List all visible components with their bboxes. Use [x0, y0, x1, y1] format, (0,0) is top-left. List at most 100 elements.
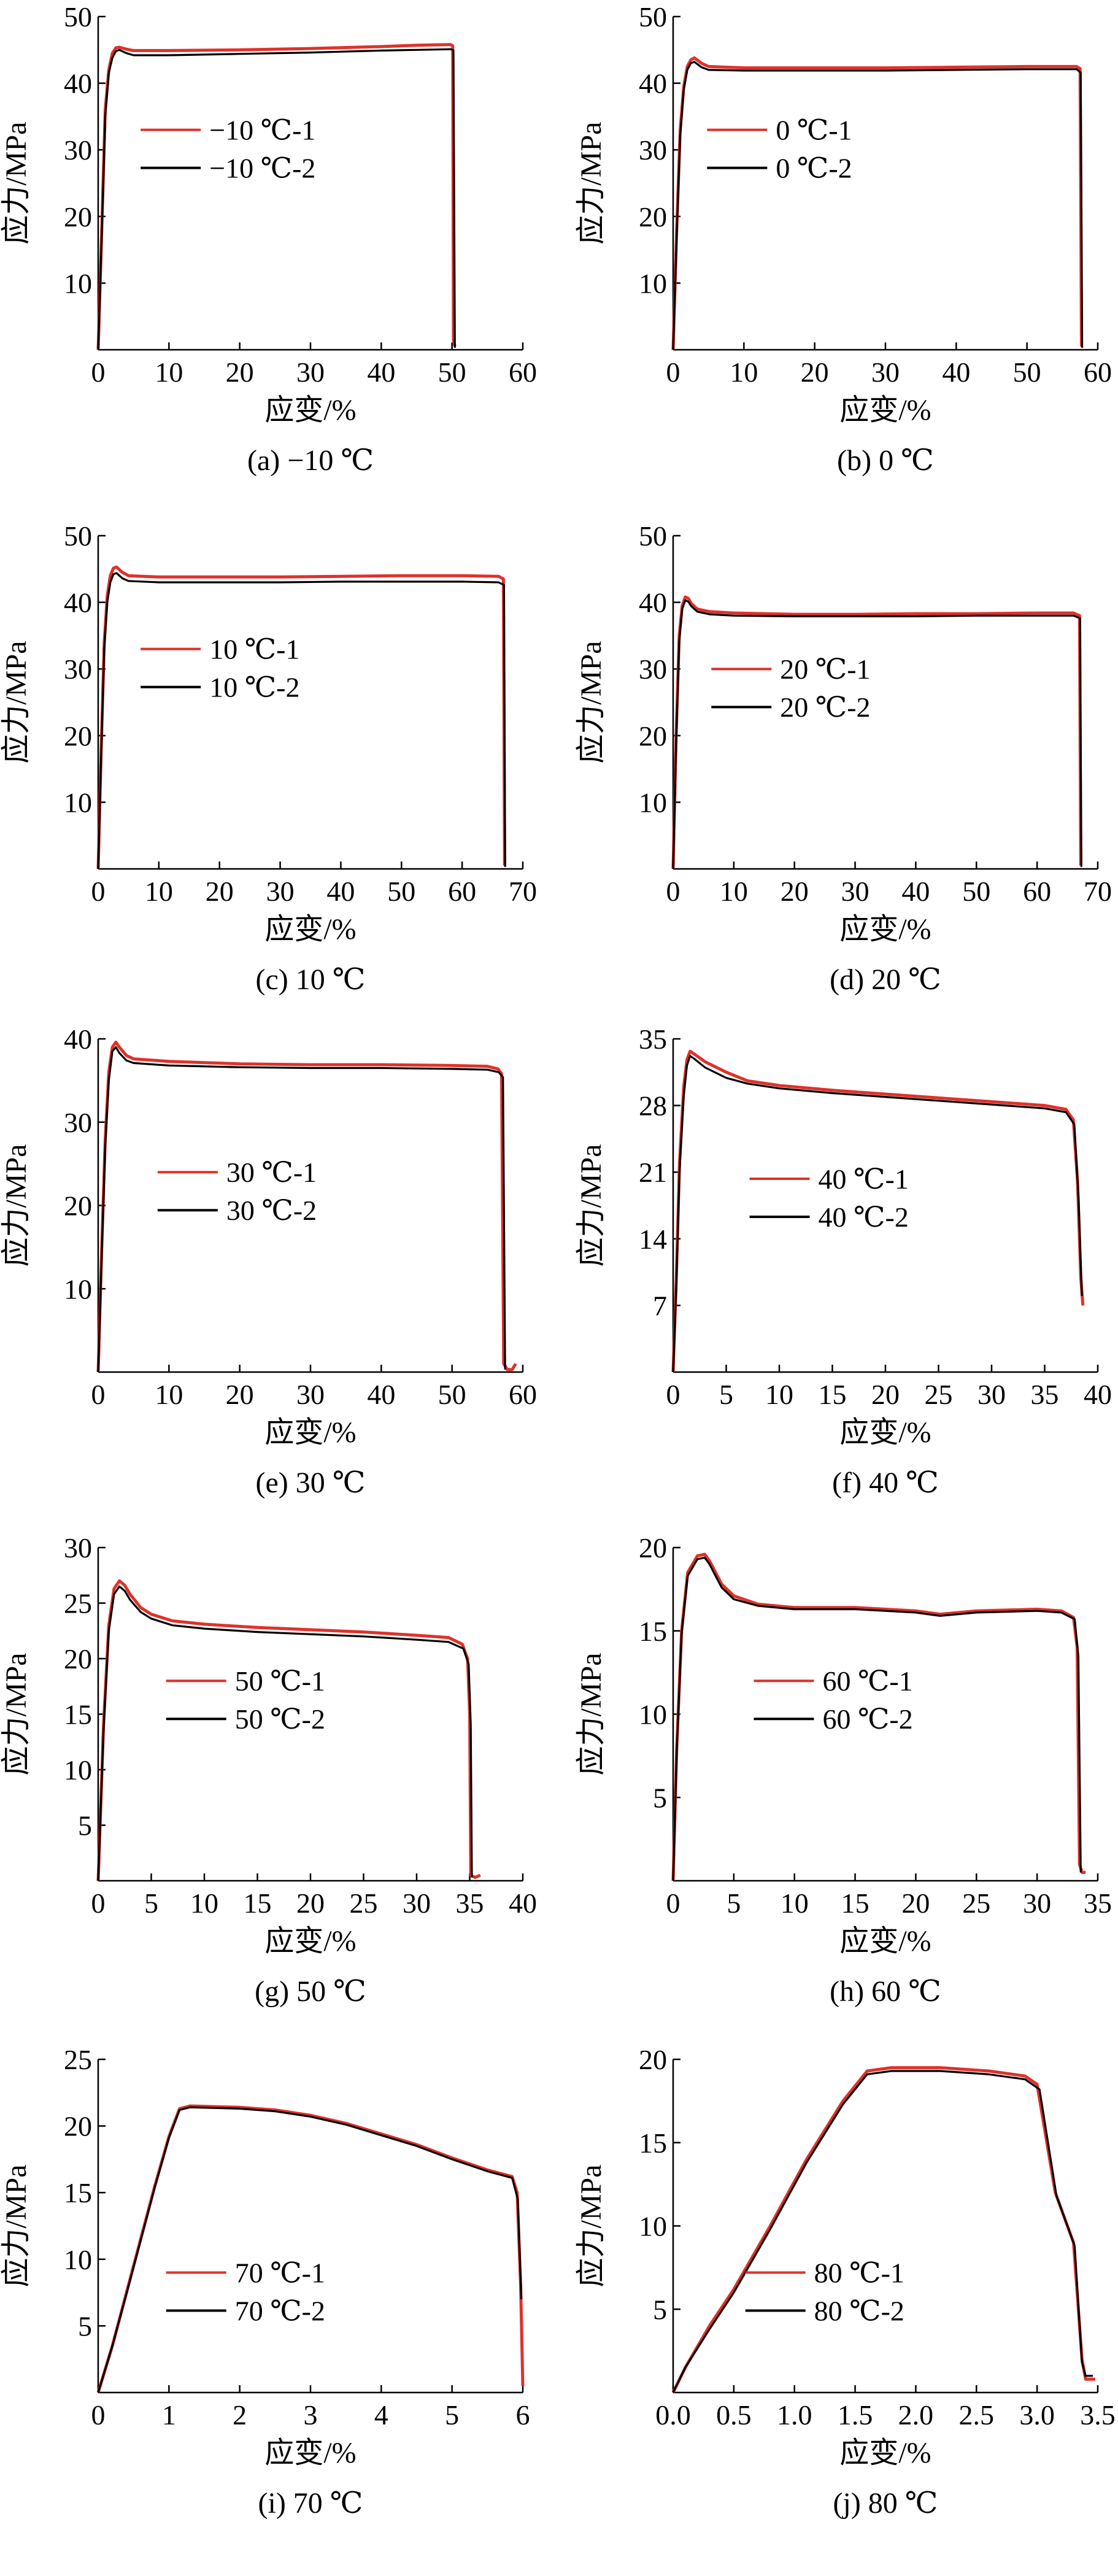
- panel-caption: (f) 40 ℃: [832, 1467, 939, 1499]
- x-tick-label: 50: [387, 876, 415, 907]
- x-axis-label: 应变/%: [264, 1925, 356, 1957]
- y-tick-label: 40: [64, 1024, 92, 1055]
- x-tick-label: 60: [448, 876, 476, 907]
- x-tick-label: 10: [720, 876, 748, 907]
- chart-panel-i: 0 1 2 3 4 5 6 5 10 15 20 25 应力/MPa 应变/% (i) 70 ℃ 70 ℃-1…: [0, 2044, 530, 2520]
- x-tick-label: 4: [374, 2399, 388, 2431]
- legend-label: 10 ℃-1: [209, 634, 299, 665]
- x-tick-label: 2: [233, 2399, 247, 2431]
- y-tick-label: 5: [78, 2310, 92, 2342]
- x-tick-label: 25: [925, 1379, 953, 1410]
- x-tick-label: 40: [367, 357, 395, 388]
- y-tick-label: 40: [64, 68, 92, 99]
- x-tick-label: 0: [666, 1379, 680, 1410]
- x-tick-label: 35: [456, 1888, 484, 1919]
- x-tick-label: 50: [438, 357, 466, 388]
- legend-label: 10 ℃-2: [209, 672, 299, 703]
- legend-label: −10 ℃-1: [209, 115, 315, 146]
- y-tick-label: 10: [639, 268, 667, 299]
- chart-panel-b: 0 10 20 30 40 50 60 10 20 30 40 50 应力/MPa 应变/% (b) 0 ℃…: [575, 1, 1112, 477]
- series-line-1: [671, 2066, 1095, 2394]
- series-line-2: [672, 599, 1082, 870]
- legend-label: 0 ℃-1: [776, 115, 852, 146]
- chart-panel-c: 0 10 20 30 40 50 60 70 10 20 30 40 50 应力/MPa 应变/% (c) 1…: [0, 520, 537, 996]
- legend-label: 80 ℃-1: [814, 2258, 904, 2289]
- x-axis-label: 应变/%: [264, 2437, 356, 2469]
- y-tick-label: 30: [64, 654, 92, 685]
- x-tick-label: 0: [91, 1888, 106, 1919]
- y-tick-label: 40: [639, 68, 667, 99]
- x-axis-label: 应变/%: [839, 1416, 931, 1449]
- y-tick-label: 20: [64, 2111, 92, 2142]
- series-line-1: [96, 565, 506, 870]
- x-tick-label: 15: [819, 1379, 847, 1410]
- x-tick-label: 30: [296, 357, 325, 388]
- panel-caption: (a) −10 ℃: [247, 444, 374, 477]
- x-tick-label: 30: [841, 876, 869, 907]
- x-tick-label: 30: [403, 1888, 431, 1919]
- series-line-1: [96, 2104, 525, 2393]
- y-axis-label: 应力/MPa: [0, 1652, 33, 1775]
- chart-panel-d: 0 10 20 30 40 50 60 70 10 20 30 40 50 应力/MPa 应变/% (d) 2…: [575, 520, 1112, 996]
- series-line-2: [97, 2106, 523, 2393]
- x-tick-label: 0: [91, 876, 106, 907]
- x-tick-label: 3.0: [1019, 2399, 1055, 2431]
- y-tick-label: 50: [639, 520, 667, 552]
- x-tick-label: 35: [1084, 1888, 1112, 1919]
- x-axis-label: 应变/%: [839, 2437, 931, 2469]
- x-tick-label: 0: [666, 876, 680, 907]
- y-tick-label: 10: [639, 1699, 667, 1730]
- x-tick-label: 10: [765, 1379, 793, 1410]
- x-tick-label: 50: [962, 876, 990, 907]
- series-line-2: [672, 1055, 1083, 1373]
- x-tick-label: 1: [162, 2399, 176, 2431]
- legend-label: 50 ℃-1: [235, 1665, 325, 1697]
- x-axis-label: 应变/%: [839, 913, 931, 946]
- y-tick-label: 30: [64, 1532, 92, 1564]
- y-tick-label: 10: [639, 2211, 667, 2242]
- x-tick-label: 25: [962, 1888, 990, 1919]
- panel-caption: (d) 20 ℃: [830, 963, 941, 996]
- x-tick-label: 6: [516, 2399, 530, 2431]
- legend-label: −10 ℃-2: [209, 153, 315, 184]
- panel-caption: (c) 10 ℃: [256, 963, 366, 996]
- series-line-2: [672, 2070, 1093, 2393]
- x-tick-label: 20: [781, 876, 809, 907]
- legend-label: 70 ℃-2: [235, 2296, 325, 2327]
- y-tick-label: 20: [639, 1532, 667, 1564]
- y-tick-label: 20: [639, 2044, 667, 2075]
- y-axis-label: 应力/MPa: [575, 2164, 607, 2287]
- legend-label: 20 ℃-2: [780, 692, 870, 723]
- y-tick-label: 5: [653, 2294, 667, 2325]
- y-tick-label: 50: [64, 1, 92, 33]
- y-tick-label: 10: [64, 1754, 92, 1786]
- x-tick-label: 20: [871, 1379, 900, 1410]
- x-tick-label: 5: [727, 1888, 741, 1919]
- y-tick-label: 20: [64, 1190, 92, 1222]
- x-tick-label: 30: [266, 876, 295, 907]
- x-tick-label: 25: [350, 1888, 378, 1919]
- x-tick-label: 3.5: [1080, 2399, 1116, 2431]
- chart-panel-f: 0 5 10 15 20 25 30 35 40 7 14 21 28 35 应力/MPa 应变/% (f) 4…: [575, 1024, 1112, 1499]
- series-line-1: [671, 595, 1082, 870]
- x-tick-label: 15: [244, 1888, 272, 1919]
- y-tick-label: 35: [639, 1024, 667, 1055]
- x-tick-label: 10: [155, 1379, 183, 1410]
- panel-caption: (h) 60 ℃: [830, 1975, 941, 2008]
- x-tick-label: 40: [367, 1379, 395, 1410]
- legend-label: 20 ℃-1: [780, 654, 870, 685]
- x-tick-label: 30: [296, 1379, 325, 1410]
- y-tick-label: 28: [639, 1090, 667, 1122]
- chart-panel-e: 0 10 20 30 40 50 60 10 20 30 40 应力/MPa 应变/% (e) 30 ℃ 3…: [0, 1024, 537, 1499]
- y-tick-label: 21: [639, 1157, 667, 1188]
- y-tick-label: 10: [639, 787, 667, 818]
- y-tick-label: 15: [639, 1616, 667, 1647]
- x-tick-label: 0: [666, 1888, 680, 1919]
- y-tick-label: 25: [64, 2044, 92, 2075]
- x-tick-label: 40: [326, 876, 355, 907]
- x-tick-label: 60: [509, 1379, 537, 1410]
- x-tick-label: 20: [206, 876, 234, 907]
- x-tick-label: 2.5: [959, 2399, 995, 2431]
- legend-label: 40 ℃-2: [819, 1201, 909, 1233]
